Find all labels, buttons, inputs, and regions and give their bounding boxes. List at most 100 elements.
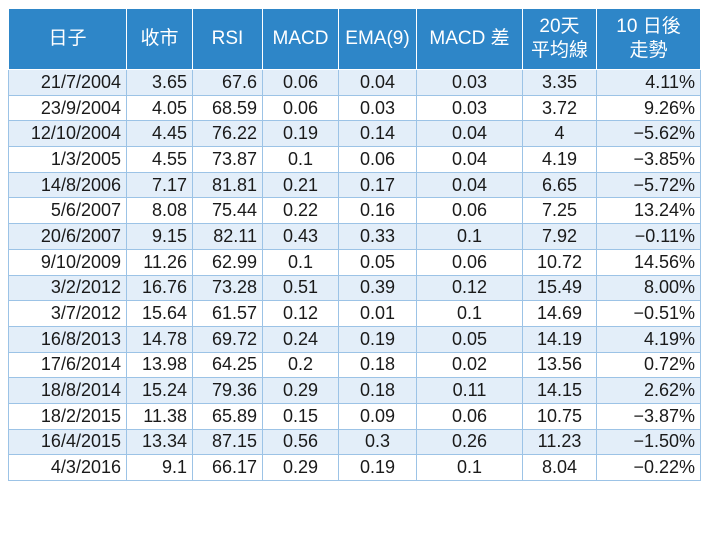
cell-20day-ma: 6.65 [522, 171, 597, 199]
cell-macd-diff: 0.26 [416, 428, 523, 456]
cell-date: 1/3/2005 [8, 146, 127, 173]
cell-rsi: 73.87 [192, 146, 263, 173]
cell-macd: 0.19 [262, 120, 339, 148]
cell-macd-diff: 0.04 [416, 171, 523, 199]
cell-20day-ma: 10.72 [522, 248, 597, 276]
cell-close: 4.45 [126, 120, 193, 148]
cell-close: 8.08 [126, 197, 193, 225]
data-table-container: 日子 收市 RSI MACD EMA(9) MACD 差 20天 平均線 10 … [8, 8, 701, 481]
cell-macd: 0.51 [262, 274, 339, 302]
cell-10day-trend: −5.62% [596, 120, 701, 148]
cell-macd-diff: 0.06 [416, 197, 523, 225]
cell-macd-diff: 0.06 [416, 248, 523, 276]
header-ema9: EMA(9) [338, 8, 417, 70]
cell-ema9: 0.17 [338, 171, 417, 199]
cell-date: 3/7/2012 [8, 300, 127, 327]
cell-10day-trend: −0.11% [596, 223, 701, 250]
header-rsi: RSI [192, 8, 263, 70]
cell-ema9: 0.09 [338, 402, 417, 430]
cell-20day-ma: 15.49 [522, 274, 597, 302]
cell-close: 15.64 [126, 300, 193, 327]
cell-macd: 0.24 [262, 325, 339, 353]
cell-20day-ma: 8.04 [522, 454, 597, 481]
cell-macd: 0.12 [262, 300, 339, 327]
cell-10day-trend: 4.11% [596, 69, 701, 96]
table-body: 21/7/2004 3.65 67.6 0.06 0.04 0.03 3.35 4.11% 23… [8, 69, 701, 481]
cell-10day-trend: −0.51% [596, 300, 701, 327]
cell-date: 9/10/2009 [8, 248, 127, 276]
cell-close: 13.98 [126, 351, 193, 379]
cell-ema9: 0.14 [338, 120, 417, 148]
cell-macd-diff: 0.04 [416, 146, 523, 173]
table-row: 4/3/2016 9.1 66.17 0.29 0.19 0.1 8.04 −0.22% [8, 454, 701, 481]
cell-rsi: 65.89 [192, 402, 263, 430]
header-macd: MACD [262, 8, 339, 70]
cell-date: 18/2/2015 [8, 402, 127, 430]
cell-20day-ma: 4.19 [522, 146, 597, 173]
cell-macd: 0.22 [262, 197, 339, 225]
cell-close: 13.34 [126, 428, 193, 456]
cell-macd: 0.06 [262, 69, 339, 96]
header-20day-ma: 20天 平均線 [522, 8, 597, 70]
cell-date: 4/3/2016 [8, 454, 127, 481]
cell-rsi: 68.59 [192, 94, 263, 122]
cell-20day-ma: 3.35 [522, 69, 597, 96]
cell-10day-trend: −1.50% [596, 428, 701, 456]
cell-close: 4.55 [126, 146, 193, 173]
table-row: 17/6/2014 13.98 64.25 0.2 0.18 0.02 13.56 0.72% [8, 351, 701, 379]
table-row: 9/10/2009 11.26 62.99 0.1 0.05 0.06 10.72 14.56… [8, 248, 701, 276]
cell-macd-diff: 0.03 [416, 69, 523, 96]
cell-20day-ma: 7.25 [522, 197, 597, 225]
cell-20day-ma: 7.92 [522, 223, 597, 250]
cell-10day-trend: 0.72% [596, 351, 701, 379]
cell-ema9: 0.33 [338, 223, 417, 250]
cell-macd-diff: 0.02 [416, 351, 523, 379]
cell-close: 14.78 [126, 325, 193, 353]
cell-date: 16/8/2013 [8, 325, 127, 353]
cell-rsi: 87.15 [192, 428, 263, 456]
cell-10day-trend: −3.85% [596, 146, 701, 173]
header-20day-ma-line1: 20天 [539, 16, 580, 37]
cell-close: 9.15 [126, 223, 193, 250]
table-row: 3/7/2012 15.64 61.57 0.12 0.01 0.1 14.69 −0.51% [8, 300, 701, 327]
cell-20day-ma: 3.72 [522, 94, 597, 122]
cell-20day-ma: 13.56 [522, 351, 597, 379]
cell-date: 3/2/2012 [8, 274, 127, 302]
cell-ema9: 0.19 [338, 454, 417, 481]
cell-10day-trend: 8.00% [596, 274, 701, 302]
cell-close: 11.38 [126, 402, 193, 430]
table-row: 16/4/2015 13.34 87.15 0.56 0.3 0.26 11.23 −1.50… [8, 428, 701, 456]
cell-ema9: 0.03 [338, 94, 417, 122]
cell-20day-ma: 14.19 [522, 325, 597, 353]
cell-ema9: 0.05 [338, 248, 417, 276]
cell-date: 14/8/2006 [8, 171, 127, 199]
cell-rsi: 62.99 [192, 248, 263, 276]
cell-date: 12/10/2004 [8, 120, 127, 148]
cell-macd: 0.15 [262, 402, 339, 430]
cell-macd-diff: 0.1 [416, 300, 523, 327]
header-date: 日子 [8, 8, 127, 70]
cell-close: 4.05 [126, 94, 193, 122]
cell-rsi: 64.25 [192, 351, 263, 379]
cell-rsi: 76.22 [192, 120, 263, 148]
cell-date: 23/9/2004 [8, 94, 127, 122]
cell-macd-diff: 0.11 [416, 377, 523, 404]
cell-close: 15.24 [126, 377, 193, 404]
cell-20day-ma: 14.15 [522, 377, 597, 404]
table-row: 21/7/2004 3.65 67.6 0.06 0.04 0.03 3.35 4.11% [8, 69, 701, 96]
table-row: 20/6/2007 9.15 82.11 0.43 0.33 0.1 7.92 −0.11% [8, 223, 701, 250]
cell-close: 3.65 [126, 69, 193, 96]
cell-10day-trend: 13.24% [596, 197, 701, 225]
table-row: 12/10/2004 4.45 76.22 0.19 0.14 0.04 4 −5.62% [8, 120, 701, 148]
cell-rsi: 75.44 [192, 197, 263, 225]
header-10day-trend-line1: 10 日後 [616, 16, 681, 37]
cell-macd: 0.29 [262, 454, 339, 481]
cell-macd: 0.2 [262, 351, 339, 379]
cell-20day-ma: 14.69 [522, 300, 597, 327]
cell-macd-diff: 0.05 [416, 325, 523, 353]
cell-ema9: 0.39 [338, 274, 417, 302]
stock-indicator-table: 日子 收市 RSI MACD EMA(9) MACD 差 20天 平均線 10 … [8, 8, 701, 481]
cell-10day-trend: −3.87% [596, 402, 701, 430]
cell-date: 16/4/2015 [8, 428, 127, 456]
cell-close: 11.26 [126, 248, 193, 276]
